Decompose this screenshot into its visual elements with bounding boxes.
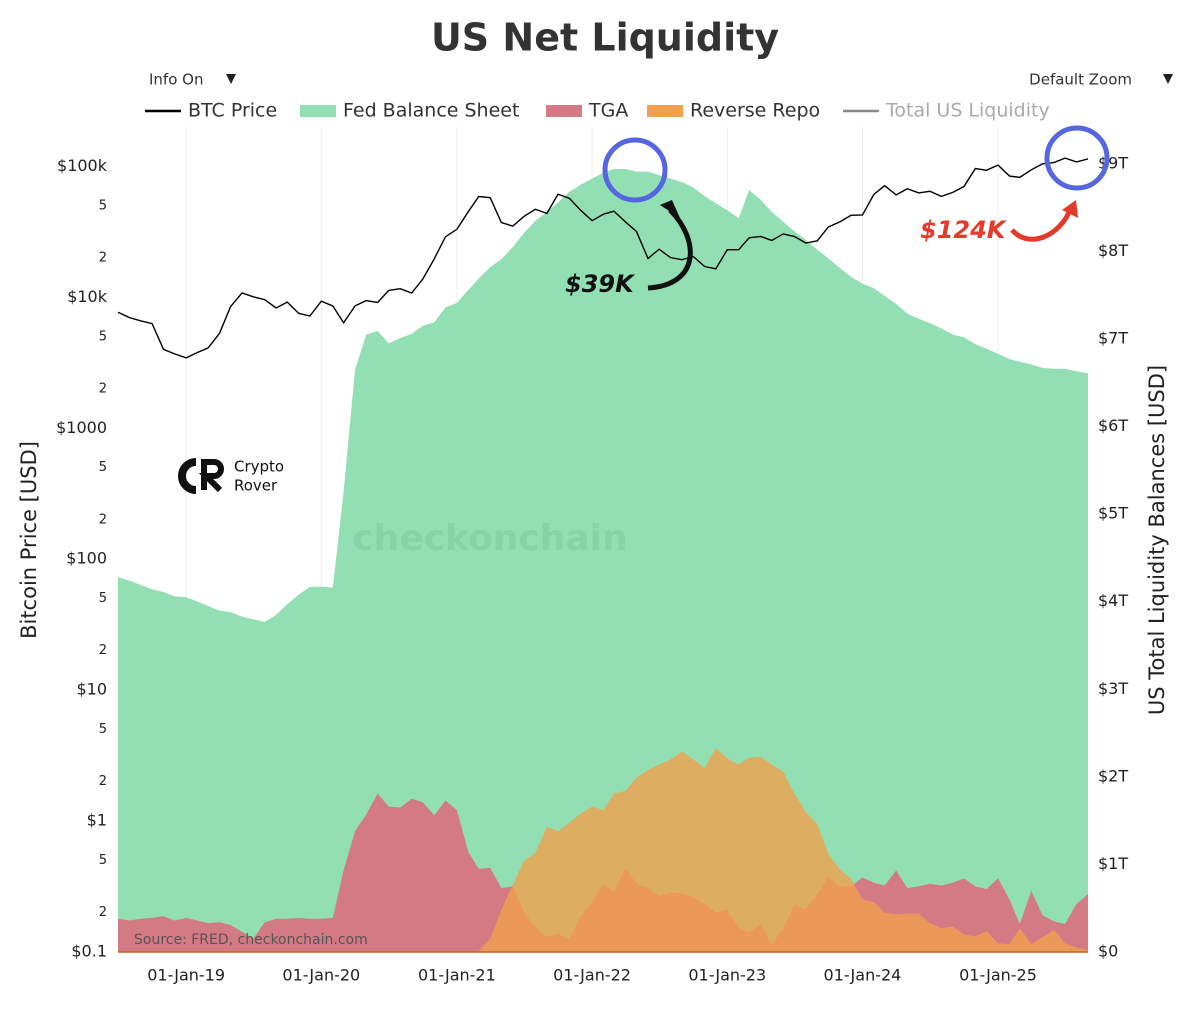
legend-swatch [546,105,582,117]
annotation-arrow [647,208,693,291]
x-tick-label: 01-Jan-19 [147,966,225,985]
y2-tick-label: $8T [1098,241,1128,260]
y2-tick-label: $4T [1098,591,1128,610]
y2-tick-label: $0 [1098,942,1118,961]
x-tick-label: 01-Jan-22 [553,966,631,985]
highlight-circle [1044,125,1110,191]
y-tick-label: 5 [99,329,107,344]
y-tick-label: $10 [76,680,107,699]
y2-tick-label: $7T [1098,328,1128,347]
logo-text: Rover [234,477,278,495]
y-axis-title: Bitcoin Price [USD] [17,441,41,639]
y2-axis-title: US Total Liquidity Balances [USD] [1145,365,1169,715]
info-toggle[interactable]: Info On [149,71,203,89]
annotation-arrow [660,200,680,218]
logo-mark [178,458,197,494]
y-tick-label: $100k [57,156,108,175]
y2-tick-label: $5T [1098,504,1128,523]
x-tick-label: 01-Jan-21 [418,966,496,985]
annotation: $124K [920,216,1008,244]
legend-label: Total US Liquidity [885,100,1050,122]
y-tick-label: $0.1 [71,942,107,961]
y-tick-label: 5 [99,722,107,737]
annotation-arrow [1062,200,1078,218]
logo-text: Crypto [234,458,284,476]
x-tick-label: 01-Jan-24 [824,966,902,985]
y-tick-label: 2 [99,381,107,396]
area [118,169,1088,953]
annotation: $39K [565,270,636,298]
dropdown-arrow[interactable] [226,74,236,84]
y-tick-label: 5 [99,198,107,213]
legend-label: Reverse Repo [690,100,820,122]
logo: Crypto Rover [178,458,284,495]
y-tick-label: 2 [99,905,107,920]
y-tick-label: 5 [99,591,107,606]
legend-swatch [647,105,683,117]
y-tick-label: 5 [99,460,107,475]
chart-title: US Net Liquidity [431,16,779,60]
y-tick-label: $10k [67,287,108,306]
legend-swatch [300,105,336,117]
y-tick-label: 2 [99,774,107,789]
logo-mark [198,459,224,493]
y-tick-label: 2 [99,512,107,527]
annotation-arrow [1010,208,1073,242]
y2-tick-label: $3T [1098,679,1128,698]
y-tick-label: $100 [66,549,107,568]
x-tick-label: 01-Jan-20 [282,966,360,985]
zoom-select[interactable]: Default Zoom [1029,71,1132,89]
y2-tick-label: $1T [1098,854,1128,873]
x-tick-label: 01-Jan-25 [959,966,1037,985]
area [118,747,1088,952]
y-tick-label: 5 [99,853,107,868]
y-tick-label: $1 [87,811,107,830]
y2-tick-label: $2T [1098,766,1128,785]
legend-label: Fed Balance Sheet [343,100,519,122]
dropdown-arrow[interactable] [1163,74,1173,84]
watermark: checkonchain [352,518,627,559]
y-tick-label: 2 [99,250,107,265]
line [117,157,1089,359]
plot-area: 01-Jan-19 01-Jan-20 01-Jan-21 01-Jan-22 01-J… [56,127,1128,985]
legend-label: BTC Price [188,100,277,122]
y-tick-label: 2 [99,643,107,658]
legend-label: TGA [588,100,628,122]
y2-tick-label: $6T [1098,416,1128,435]
y-tick-label: $1000 [56,418,107,437]
highlight-circle [602,137,668,203]
source: Source: FRED, checkonchain.com [134,932,368,948]
x-tick-label: 01-Jan-23 [688,966,766,985]
